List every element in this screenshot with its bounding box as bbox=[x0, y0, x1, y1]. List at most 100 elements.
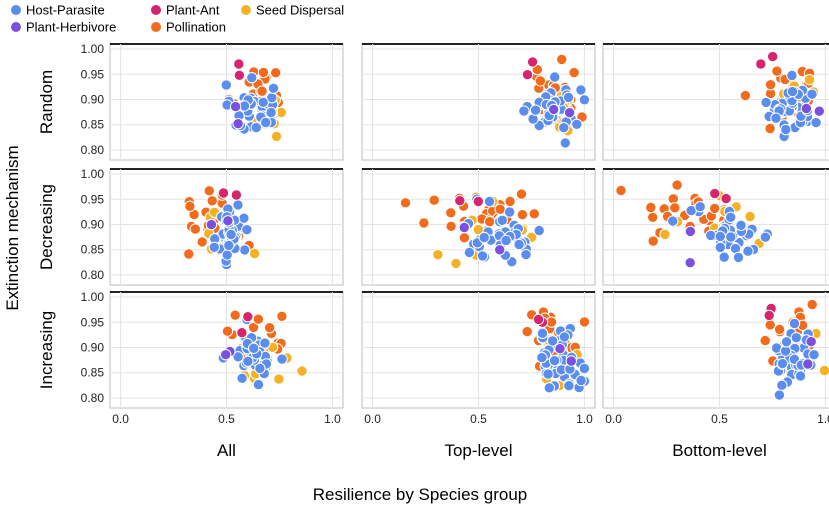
scatter-point bbox=[813, 105, 825, 117]
scatter-point bbox=[776, 357, 789, 370]
scatter-point bbox=[242, 355, 254, 367]
scatter-point bbox=[260, 116, 272, 129]
scatter-point bbox=[256, 85, 268, 97]
scatter-point bbox=[659, 228, 671, 241]
scatter-point bbox=[546, 335, 559, 347]
scatter-point bbox=[252, 378, 265, 391]
scatter-point bbox=[233, 58, 245, 70]
scatter-point bbox=[818, 364, 829, 377]
legend-label: Pollination bbox=[166, 20, 226, 35]
scatter-point bbox=[183, 248, 195, 260]
legend-label: Host-Parasite bbox=[26, 3, 105, 18]
scatter-point bbox=[776, 379, 788, 391]
scatter-point bbox=[458, 221, 470, 234]
scatter-point bbox=[478, 231, 490, 244]
scatter-point bbox=[518, 105, 530, 117]
scatter-point bbox=[273, 373, 285, 385]
scatter-point bbox=[684, 257, 696, 269]
scatter-point bbox=[246, 72, 258, 84]
scatter-point bbox=[515, 188, 528, 200]
scatter-point bbox=[222, 215, 234, 227]
scatter-point bbox=[771, 65, 783, 77]
scatter-point bbox=[563, 380, 575, 392]
scatter-point bbox=[399, 197, 412, 209]
scatter-point bbox=[742, 245, 754, 257]
scatter-point bbox=[263, 322, 276, 334]
scatter-point bbox=[554, 343, 566, 355]
scatter-point bbox=[196, 236, 208, 248]
scatter-point bbox=[542, 368, 554, 380]
scatter-point bbox=[296, 365, 308, 377]
scatter-point bbox=[718, 251, 730, 263]
scatter-point bbox=[568, 66, 580, 79]
scatter-point bbox=[445, 220, 457, 233]
scatter-point bbox=[709, 202, 721, 215]
scatter-point bbox=[548, 103, 560, 116]
x-tick-label: 0.0 bbox=[364, 412, 381, 426]
scatter-point bbox=[496, 214, 508, 227]
scatter-point bbox=[694, 201, 706, 213]
scatter-point bbox=[229, 309, 241, 321]
scatter-point bbox=[800, 102, 813, 115]
scatter-point bbox=[744, 210, 756, 223]
scatter-point bbox=[534, 75, 547, 87]
scatter-point bbox=[220, 349, 232, 361]
scatter-point bbox=[203, 185, 216, 197]
scatter-point bbox=[536, 327, 549, 339]
scatter-point bbox=[526, 56, 539, 68]
scatter-point bbox=[615, 184, 627, 197]
facet-panel bbox=[109, 43, 344, 161]
scatter-point bbox=[559, 137, 571, 149]
x-tick-label: 1.0 bbox=[576, 412, 593, 426]
legend-label: Plant-Ant bbox=[166, 3, 220, 18]
scatter-point bbox=[217, 187, 230, 199]
scatter-point bbox=[578, 316, 591, 328]
scatter-point bbox=[575, 374, 587, 387]
scatter-point bbox=[276, 310, 288, 322]
scatter-point bbox=[223, 239, 235, 252]
scatter-point bbox=[780, 123, 792, 136]
scatter-point bbox=[221, 325, 234, 337]
scatter-point bbox=[556, 53, 568, 66]
scatter-point bbox=[232, 351, 244, 363]
legend-item: Host-Parasite bbox=[10, 3, 105, 18]
x-tick-label: 0.5 bbox=[711, 412, 728, 426]
scatter-point bbox=[645, 201, 657, 214]
scatter-point bbox=[794, 370, 807, 382]
scatter-point bbox=[257, 66, 270, 79]
legend-item: Pollination bbox=[150, 20, 226, 35]
legend-marker bbox=[10, 21, 22, 33]
y-tick-label: 0.80 bbox=[81, 268, 105, 282]
scatter-point bbox=[571, 118, 583, 131]
legend-label: Plant-Herbivore bbox=[26, 20, 116, 35]
scatter-point bbox=[206, 195, 218, 207]
scatter-point bbox=[565, 355, 577, 367]
scatter-point bbox=[529, 104, 542, 116]
y-tick-label: 0.85 bbox=[81, 118, 105, 132]
scatter-point bbox=[810, 116, 822, 129]
scatter-point bbox=[725, 231, 737, 243]
scatter-point bbox=[270, 67, 282, 79]
scatter-point bbox=[450, 257, 462, 270]
row-label: Decreasing bbox=[37, 184, 56, 270]
scatter-point bbox=[521, 325, 533, 338]
scatter-point bbox=[532, 313, 545, 326]
scatter-point bbox=[759, 334, 771, 347]
column-label: Top-level bbox=[444, 441, 512, 460]
scatter-point bbox=[270, 130, 283, 143]
legend-label: Seed Dispersal bbox=[256, 3, 344, 18]
y-axis-title: Extinction mechanism bbox=[3, 145, 22, 310]
scatter-point bbox=[739, 89, 752, 102]
scatter-point bbox=[805, 335, 817, 348]
scatter-point bbox=[454, 195, 466, 207]
scatter-point bbox=[528, 208, 540, 220]
scatter-point bbox=[720, 192, 732, 205]
scatter-point bbox=[536, 351, 548, 364]
scatter-point bbox=[549, 71, 561, 83]
scatter-point bbox=[241, 224, 253, 236]
scatter-point bbox=[184, 200, 196, 213]
scatter-point bbox=[250, 121, 262, 134]
y-tick-label: 0.95 bbox=[81, 315, 105, 329]
scatter-point bbox=[714, 230, 726, 243]
